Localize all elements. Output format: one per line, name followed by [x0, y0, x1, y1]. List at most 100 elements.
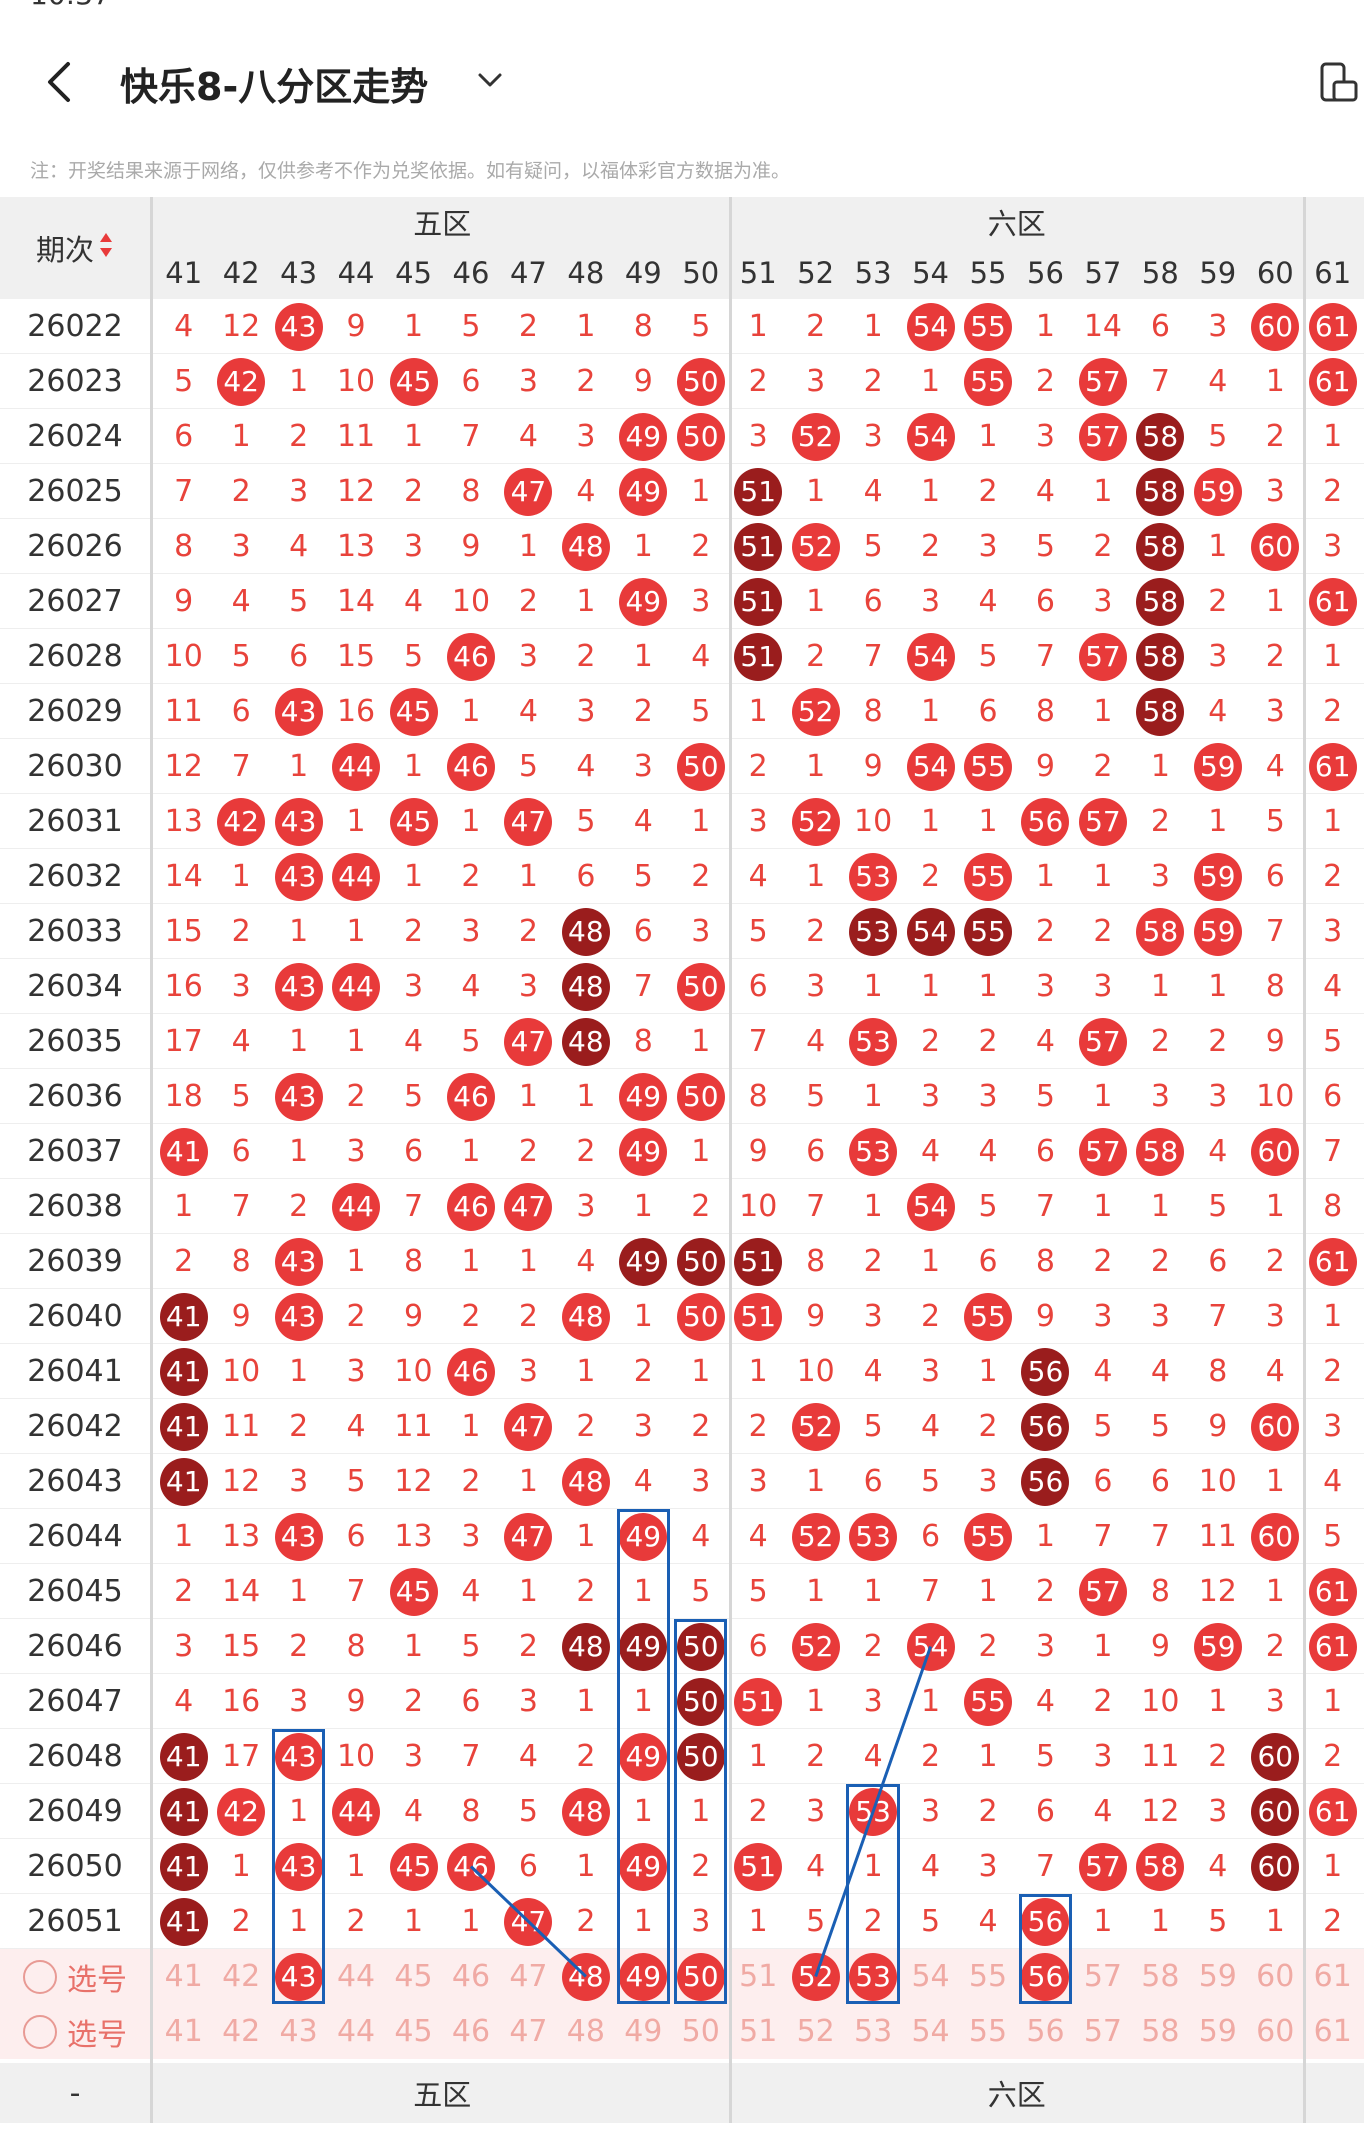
- select-number-cell[interactable]: 53: [854, 2014, 893, 2049]
- select-number-cell[interactable]: 60: [1256, 1959, 1295, 1994]
- number-cell: 4: [1208, 364, 1228, 399]
- select-number-cell[interactable]: 54: [911, 1959, 950, 1994]
- select-number-cell[interactable]: 41: [164, 2014, 203, 2049]
- number-cell: 51: [730, 1839, 787, 1894]
- number-cell: 7: [863, 639, 883, 674]
- drawn-number-ball: 52: [791, 522, 840, 571]
- number-cell: 51: [730, 1234, 787, 1289]
- select-number-cell[interactable]: 47: [509, 2014, 548, 2049]
- page-title[interactable]: 快乐8-八分区走势: [120, 65, 429, 109]
- select-number-cell[interactable]: 61: [1313, 1959, 1352, 1994]
- selected-number-ball[interactable]: 50: [676, 1952, 725, 2001]
- radio-icon[interactable]: [23, 2014, 57, 2049]
- select-number-cell[interactable]: 43: [270, 1949, 327, 2004]
- selected-number-ball[interactable]: 48: [561, 1952, 610, 2001]
- select-number-cell[interactable]: 44: [336, 2014, 376, 2049]
- select-number-cell[interactable]: 56: [1026, 2014, 1065, 2049]
- back-icon[interactable]: [40, 58, 80, 106]
- select-row-label[interactable]: 选号: [0, 1949, 150, 2004]
- drawn-number-ball: 48: [561, 522, 610, 571]
- select-number-cell[interactable]: 58: [1141, 1959, 1180, 1994]
- select-number-cell[interactable]: 43: [279, 2014, 318, 2049]
- period-cell: 26032: [27, 859, 123, 894]
- number-cell: 12: [1198, 1574, 1237, 1609]
- select-number-cell[interactable]: 58: [1141, 2014, 1180, 2049]
- number-cell: 57: [1074, 629, 1131, 684]
- number-cell: 1: [289, 1024, 309, 1059]
- select-number-cell[interactable]: 49: [624, 2014, 663, 2049]
- select-number-cell[interactable]: 45: [394, 1959, 433, 1994]
- select-number-cell[interactable]: 51: [739, 1959, 778, 1994]
- select-number-cell[interactable]: 45: [394, 2014, 433, 2049]
- number-cell: 1: [978, 419, 998, 454]
- period-cell: 26026: [27, 529, 123, 564]
- number-cell: 61: [1304, 739, 1361, 794]
- number-cell: 1: [806, 1464, 826, 1499]
- select-number-cell[interactable]: 57: [1083, 1959, 1122, 1994]
- sort-updown-icon[interactable]: [98, 231, 114, 266]
- select-number-cell[interactable]: 57: [1083, 2014, 1122, 2049]
- select-number-cell[interactable]: 48: [557, 1949, 614, 2004]
- select-number-cell[interactable]: 55: [968, 2014, 1008, 2049]
- select-number-cell[interactable]: 52: [796, 2014, 835, 2049]
- select-number-cell[interactable]: 41: [164, 1959, 203, 1994]
- select-number-cell[interactable]: 60: [1256, 2014, 1295, 2049]
- number-cell: 5: [461, 1629, 481, 1664]
- period-cell: 26022: [27, 309, 123, 344]
- number-cell: 41: [155, 1839, 212, 1894]
- number-cell: 9: [633, 364, 653, 399]
- drawn-number-ball: 46: [446, 1072, 495, 1121]
- number-cell: 1: [174, 1189, 194, 1224]
- highlight-box: [674, 1619, 728, 2004]
- number-cell: 1: [748, 309, 768, 344]
- period-header[interactable]: 期次: [0, 197, 150, 299]
- row-divider: [0, 848, 1364, 849]
- number-cell: 2: [921, 1299, 941, 1334]
- number-cell: 3: [978, 1079, 998, 1114]
- select-number-cell[interactable]: 59: [1198, 2014, 1237, 2049]
- select-number-cell[interactable]: 46: [451, 2014, 491, 2049]
- select-number-cell[interactable]: 50: [681, 2014, 720, 2049]
- number-cell: 6: [1208, 1244, 1228, 1279]
- number-cell: 50: [672, 409, 729, 464]
- select-number-cell[interactable]: 49: [615, 1949, 672, 2004]
- select-row-label[interactable]: 选号: [0, 2004, 150, 2059]
- select-number-cell[interactable]: 59: [1198, 1959, 1237, 1994]
- number-cell: 1: [1323, 639, 1343, 674]
- number-cell: 3: [691, 914, 711, 949]
- number-cell: 57: [1074, 1839, 1131, 1894]
- radio-icon[interactable]: [23, 1959, 57, 1994]
- select-number-cell[interactable]: 42: [222, 1959, 261, 1994]
- select-number-cell[interactable]: 47: [509, 1959, 548, 1994]
- number-cell: 4: [1035, 474, 1056, 509]
- select-number-cell[interactable]: 50: [672, 1949, 729, 2004]
- number-cell: 3: [289, 474, 309, 509]
- select-number-cell[interactable]: 46: [451, 1959, 491, 1994]
- select-number-cell[interactable]: 55: [968, 1959, 1008, 1994]
- select-number-cell[interactable]: 51: [739, 2014, 778, 2049]
- number-cell: 8: [1265, 969, 1285, 1004]
- selected-number-ball[interactable]: 56: [1021, 1952, 1070, 2001]
- select-number-cell[interactable]: 61: [1313, 2014, 1352, 2049]
- select-number-cell[interactable]: 54: [911, 2014, 950, 2049]
- drawn-number-ball: 44: [332, 1182, 381, 1231]
- select-number-cell[interactable]: 44: [336, 1959, 376, 1994]
- period-cell: 26034: [27, 969, 123, 1004]
- rotate-screen-icon[interactable]: [1318, 60, 1360, 106]
- select-number-cell[interactable]: 48: [566, 2014, 605, 2049]
- selected-number-ball[interactable]: 43: [274, 1952, 323, 2001]
- number-cell: 2: [1265, 1629, 1285, 1664]
- chevron-down-icon[interactable]: [474, 66, 506, 94]
- number-cell: 3: [461, 1519, 481, 1554]
- number-cell: 3: [748, 1464, 768, 1499]
- selected-number-ball[interactable]: 49: [619, 1952, 668, 2001]
- drawn-number-ball: 60: [1251, 1512, 1300, 1561]
- period-cell: 26046: [27, 1629, 123, 1664]
- select-number-cell[interactable]: 56: [1017, 1949, 1074, 2004]
- number-cell: 1: [921, 474, 941, 509]
- number-cell: 7: [1150, 364, 1170, 399]
- select-number-cell[interactable]: 42: [222, 2014, 261, 2049]
- selected-number-ball[interactable]: 52: [791, 1952, 840, 2001]
- number-cell: 7: [174, 474, 194, 509]
- select-number-cell[interactable]: 52: [787, 1949, 844, 2004]
